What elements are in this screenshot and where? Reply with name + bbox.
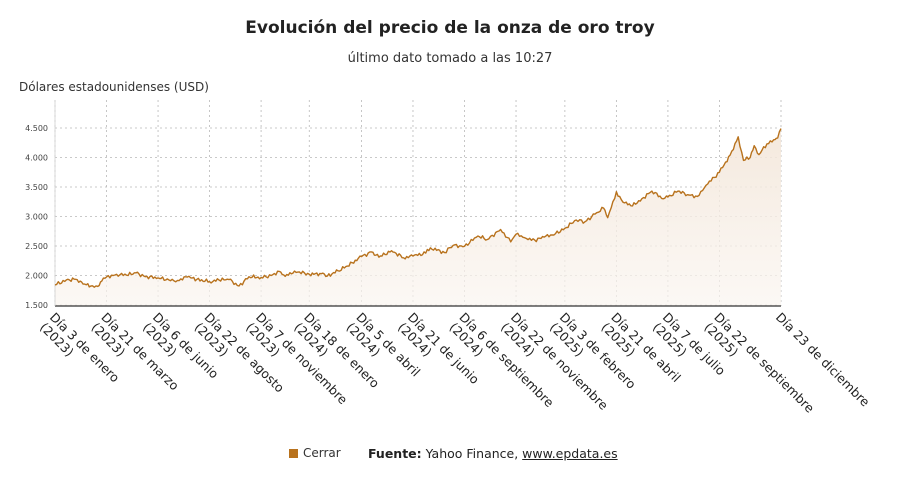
y-tick-label: 2.500 (25, 242, 48, 251)
legend-label: Cerrar (303, 446, 341, 460)
y-tick-label: 2.000 (25, 272, 48, 281)
legend-swatch (289, 448, 298, 458)
y-tick-label: 4.500 (25, 124, 48, 133)
y-tick-labels: 1.500 2.000 2.500 3.000 3.500 4.000 4.500 (25, 124, 48, 310)
source-label: Fuente: (368, 446, 422, 461)
source-note: Fuente: Yahoo Finance, www.epdata.es (368, 446, 618, 461)
y-tick-label: 4.000 (25, 154, 48, 163)
source-text: Yahoo Finance, (421, 446, 523, 461)
y-tick-label: 1.500 (25, 301, 48, 310)
series-area-cerrar (55, 128, 781, 306)
axis-layer (54, 100, 781, 307)
chart-subtitle: último dato tomado a las 10:27 (347, 51, 553, 66)
series-line-cerrar (54, 128, 782, 288)
line-layer (54, 128, 782, 288)
y-tick-label: 3.500 (25, 183, 48, 192)
chart-title: Evolución del precio de la onza de oro t… (245, 18, 655, 38)
source-link[interactable]: www.epdata.es (522, 446, 618, 461)
y-tick-label: 3.000 (25, 213, 48, 222)
legend[interactable]: Cerrar (289, 446, 341, 460)
x-tick-labels: Día 3 de enero(2023) Día 21 de marzo(2023… (37, 310, 873, 416)
y-axis-title: Dólares estadounidenses (USD) (19, 80, 209, 94)
area-layer (55, 128, 781, 306)
x-tick-label-line: Día 22 de septiembre (711, 310, 817, 416)
